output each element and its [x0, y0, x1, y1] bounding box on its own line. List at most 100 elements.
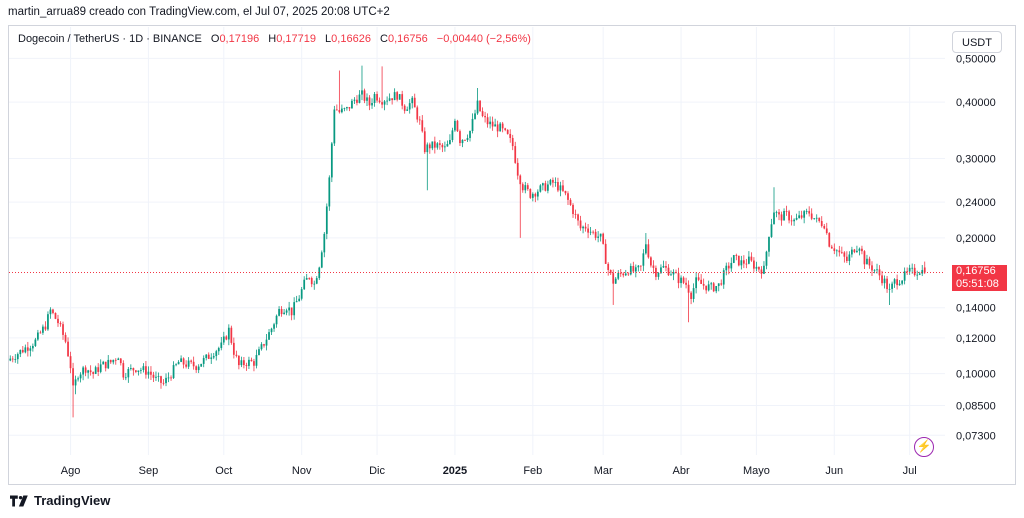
- candle-body[interactable]: [243, 360, 245, 366]
- candle-body[interactable]: [371, 102, 373, 106]
- candle-body[interactable]: [574, 214, 577, 215]
- candle-body[interactable]: [145, 366, 147, 375]
- candle-body[interactable]: [720, 283, 723, 285]
- candle-body[interactable]: [358, 94, 361, 103]
- candle-body[interactable]: [368, 97, 371, 106]
- candle-body[interactable]: [612, 273, 615, 284]
- candle-body[interactable]: [330, 143, 333, 178]
- lightning-icon[interactable]: ⚡: [914, 437, 934, 457]
- candle-body[interactable]: [883, 278, 886, 284]
- candle-body[interactable]: [273, 324, 275, 329]
- candle-body[interactable]: [104, 361, 107, 369]
- candle-body[interactable]: [37, 332, 39, 340]
- candle-body[interactable]: [157, 376, 160, 378]
- candle-body[interactable]: [127, 368, 130, 378]
- candle-body[interactable]: [386, 100, 388, 102]
- candle-body[interactable]: [519, 175, 522, 185]
- candle-body[interactable]: [549, 179, 552, 185]
- candle-body[interactable]: [481, 111, 484, 117]
- candle-body[interactable]: [592, 231, 594, 233]
- candle-body[interactable]: [72, 368, 74, 386]
- candle-body[interactable]: [185, 364, 187, 367]
- candle-body[interactable]: [825, 228, 828, 234]
- candle-body[interactable]: [192, 361, 195, 367]
- candle-body[interactable]: [536, 191, 539, 197]
- candle-body[interactable]: [758, 266, 760, 270]
- candle-body[interactable]: [624, 273, 627, 276]
- candle-body[interactable]: [177, 361, 180, 365]
- candle-body[interactable]: [725, 265, 728, 271]
- candle-body[interactable]: [906, 271, 909, 273]
- candle-body[interactable]: [31, 345, 34, 349]
- candle-body[interactable]: [137, 370, 140, 372]
- candle-body[interactable]: [486, 117, 489, 125]
- candle-body[interactable]: [753, 260, 755, 269]
- candle-body[interactable]: [114, 359, 117, 361]
- candle-body[interactable]: [265, 339, 268, 346]
- candle-body[interactable]: [835, 250, 838, 252]
- candle-body[interactable]: [567, 193, 569, 200]
- candle-body[interactable]: [190, 360, 193, 362]
- candle-body[interactable]: [288, 307, 291, 311]
- candle-body[interactable]: [727, 265, 730, 269]
- candle-body[interactable]: [54, 312, 57, 319]
- candle-body[interactable]: [916, 274, 919, 276]
- candle-body[interactable]: [876, 269, 878, 271]
- candle-body[interactable]: [730, 262, 733, 269]
- candle-body[interactable]: [94, 367, 97, 374]
- candle-body[interactable]: [873, 269, 876, 271]
- candle-body[interactable]: [124, 377, 127, 379]
- candle-body[interactable]: [240, 360, 243, 366]
- candle-body[interactable]: [298, 298, 301, 302]
- candle-body[interactable]: [484, 116, 486, 118]
- candle-body[interactable]: [544, 183, 547, 191]
- candle-body[interactable]: [315, 278, 318, 284]
- candle-body[interactable]: [210, 357, 213, 359]
- candle-body[interactable]: [227, 327, 230, 340]
- candle-body[interactable]: [489, 121, 491, 125]
- candle-body[interactable]: [521, 184, 524, 191]
- candle-body[interactable]: [903, 271, 906, 281]
- candle-body[interactable]: [220, 342, 223, 349]
- candle-body[interactable]: [207, 354, 210, 359]
- candle-body[interactable]: [845, 256, 848, 262]
- candle-body[interactable]: [923, 267, 926, 273]
- candle-body[interactable]: [92, 372, 95, 374]
- candle-body[interactable]: [830, 246, 833, 249]
- candle-body[interactable]: [763, 265, 765, 274]
- candle-body[interactable]: [652, 265, 655, 268]
- candle-body[interactable]: [808, 211, 811, 214]
- candle-body[interactable]: [230, 327, 233, 343]
- candle-body[interactable]: [665, 266, 667, 268]
- candle-body[interactable]: [119, 358, 122, 364]
- candle-body[interactable]: [320, 252, 323, 268]
- candle-body[interactable]: [554, 182, 557, 183]
- candle-body[interactable]: [376, 94, 378, 101]
- candle-body[interactable]: [559, 185, 562, 191]
- candle-body[interactable]: [858, 248, 861, 251]
- candle-body[interactable]: [464, 139, 466, 141]
- candle-body[interactable]: [180, 358, 182, 362]
- candle-body[interactable]: [255, 354, 258, 366]
- candle-body[interactable]: [237, 355, 240, 366]
- candle-body[interactable]: [888, 288, 891, 290]
- candle-body[interactable]: [270, 328, 273, 333]
- candle-body[interactable]: [803, 211, 806, 218]
- candle-body[interactable]: [24, 347, 27, 353]
- candle-body[interactable]: [908, 267, 911, 272]
- candle-body[interactable]: [433, 141, 436, 148]
- candle-body[interactable]: [167, 377, 170, 379]
- candle-body[interactable]: [534, 193, 537, 197]
- candle-body[interactable]: [393, 92, 396, 101]
- candle-body[interactable]: [702, 283, 705, 286]
- candle-body[interactable]: [77, 378, 79, 380]
- candle-body[interactable]: [431, 141, 434, 149]
- candle-body[interactable]: [117, 358, 120, 361]
- candle-body[interactable]: [263, 344, 265, 346]
- candle-body[interactable]: [381, 102, 383, 105]
- candle-body[interactable]: [328, 177, 331, 207]
- candle-body[interactable]: [459, 131, 461, 144]
- candle-body[interactable]: [494, 124, 497, 127]
- candle-body[interactable]: [84, 367, 87, 373]
- candle-body[interactable]: [373, 94, 376, 103]
